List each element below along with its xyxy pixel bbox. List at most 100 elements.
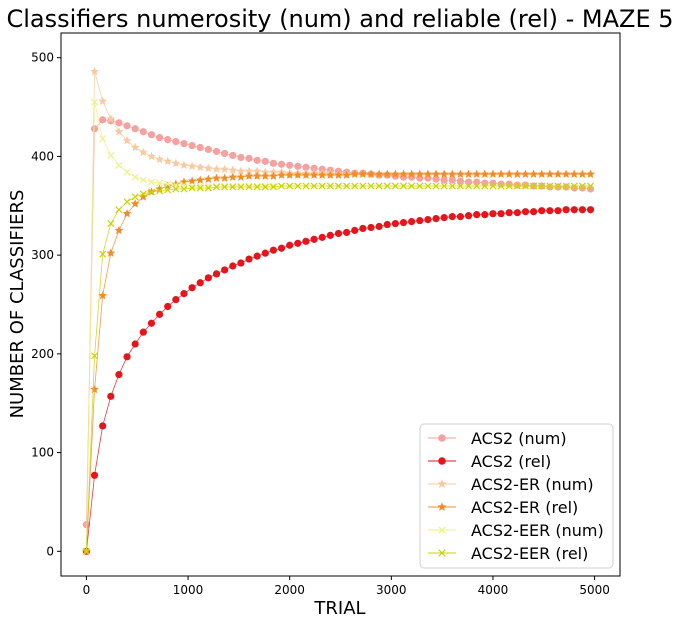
data-point (374, 169, 384, 178)
data-point (473, 182, 481, 190)
data-point (562, 183, 570, 191)
data-point (204, 184, 212, 192)
data-point (456, 177, 465, 185)
data-point (529, 169, 538, 178)
data-point (350, 169, 360, 178)
data-point (122, 209, 132, 218)
data-point (554, 183, 562, 191)
data-point (195, 162, 205, 171)
series-5 (82, 182, 595, 555)
data-point (277, 160, 286, 168)
data-point (204, 174, 213, 183)
data-point (188, 141, 196, 150)
data-point (221, 149, 229, 158)
data-point (440, 182, 448, 190)
data-point (147, 151, 156, 161)
data-point (309, 170, 319, 179)
data-point (504, 169, 514, 178)
data-point (172, 295, 180, 304)
data-point (261, 182, 269, 190)
legend-label: ACS2 (num) (471, 429, 567, 448)
data-point (351, 182, 359, 190)
data-point (139, 328, 147, 336)
legend-marker (438, 549, 446, 557)
data-point (554, 207, 562, 215)
legend-marker (437, 502, 447, 511)
data-point (196, 184, 204, 192)
data-point (310, 164, 318, 172)
data-point (366, 169, 376, 178)
data-point (237, 182, 245, 190)
legend-box (419, 423, 614, 569)
series-layer (82, 66, 595, 556)
data-point (221, 183, 229, 191)
data-point (578, 182, 586, 190)
data-point (546, 183, 554, 191)
x-axis-label: TRIAL (313, 598, 365, 619)
data-point (294, 162, 302, 170)
data-point (399, 182, 408, 190)
data-point (391, 169, 400, 178)
data-point (285, 170, 295, 179)
data-point (286, 182, 294, 190)
data-point (131, 340, 139, 348)
data-point (464, 169, 473, 178)
data-point (188, 184, 196, 192)
data-point (538, 182, 546, 190)
data-point (553, 169, 563, 178)
data-point (465, 182, 473, 190)
legend-item: ACS2-EER (rel) (428, 544, 588, 563)
data-point (107, 220, 115, 228)
data-point (424, 215, 432, 224)
data-point (164, 180, 172, 188)
data-point (155, 310, 164, 318)
data-point (521, 182, 530, 190)
data-point (448, 182, 456, 190)
data-point (123, 198, 131, 206)
y-tick-label: 500 (31, 51, 54, 65)
data-point (561, 169, 571, 178)
data-point (416, 182, 424, 190)
data-point (261, 157, 269, 165)
data-point (187, 176, 197, 185)
data-point (147, 131, 156, 139)
data-point (448, 213, 456, 221)
data-point (310, 235, 318, 243)
data-point (480, 169, 490, 178)
data-point (325, 170, 335, 179)
data-point (179, 177, 189, 186)
data-point (407, 169, 417, 178)
data-point (481, 211, 489, 219)
data-point (123, 122, 131, 130)
data-point (237, 259, 245, 267)
data-point (90, 125, 99, 133)
axes-layer: 0 1000 2000 3000 4000 5000 0 100 200 300 400 500 (31, 51, 610, 597)
data-point (114, 127, 124, 136)
data-point (489, 210, 497, 218)
data-point (244, 171, 254, 180)
data-point (278, 182, 286, 190)
data-point (244, 166, 254, 175)
data-point (171, 158, 181, 168)
data-point (530, 208, 538, 216)
legend-label: ACS2-ER (rel) (471, 498, 578, 517)
data-point (155, 134, 164, 142)
data-point (106, 248, 116, 257)
data-point (431, 169, 441, 178)
data-point (391, 182, 399, 190)
data-point (359, 182, 367, 190)
data-point (415, 169, 425, 178)
data-point (334, 182, 342, 190)
data-point (253, 183, 261, 191)
data-point (399, 169, 408, 178)
data-point (456, 169, 465, 178)
data-point (115, 119, 123, 127)
data-point (91, 352, 99, 360)
data-point (464, 212, 473, 220)
data-point (408, 182, 416, 190)
data-point (99, 116, 107, 124)
data-point (530, 182, 538, 190)
y-tick-label: 0 (46, 544, 54, 558)
data-point (253, 182, 261, 190)
